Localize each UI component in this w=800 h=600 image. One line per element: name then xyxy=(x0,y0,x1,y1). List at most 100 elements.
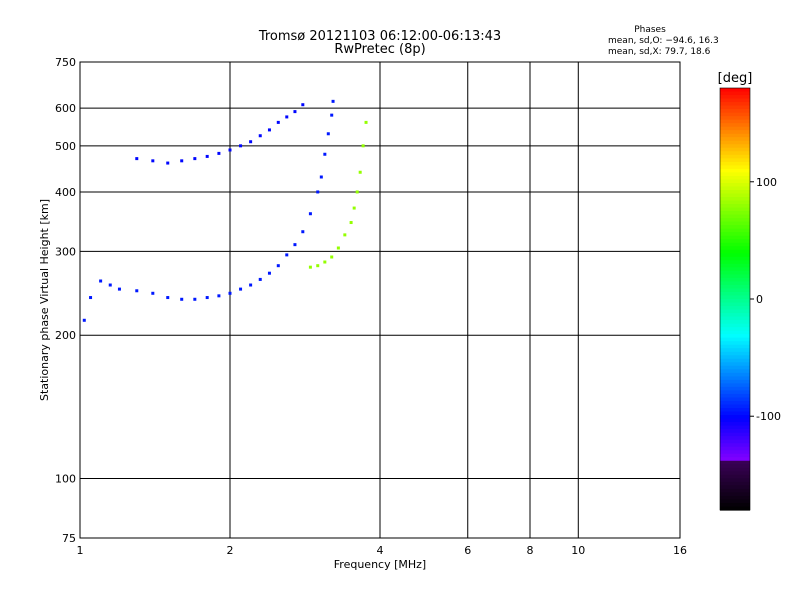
colorbar-segment xyxy=(720,316,750,321)
colorbar-segment xyxy=(720,429,750,434)
colorbar-segment xyxy=(720,267,750,272)
y-tick-label: 600 xyxy=(55,102,76,115)
y-tick-label: 400 xyxy=(55,186,76,199)
colorbar-segment xyxy=(720,140,750,145)
colorbar-segment xyxy=(720,277,750,283)
data-point xyxy=(331,99,335,103)
colorbar-segment xyxy=(720,172,750,177)
data-point xyxy=(323,152,327,156)
colorbar-segment xyxy=(720,182,750,188)
data-point xyxy=(326,132,330,136)
data-point xyxy=(323,260,327,264)
colorbar-segment xyxy=(720,270,750,275)
data-point xyxy=(276,120,280,124)
data-point xyxy=(239,287,243,291)
colorbar-segment xyxy=(720,337,750,342)
colorbar-label: [deg] xyxy=(718,71,753,86)
colorbar-segment xyxy=(720,302,750,307)
data-point xyxy=(319,175,323,179)
colorbar-segment xyxy=(720,323,750,328)
data-point xyxy=(89,296,93,300)
data-point xyxy=(285,253,289,257)
data-points xyxy=(82,99,368,322)
data-point xyxy=(166,161,170,165)
colorbar-segment xyxy=(720,165,750,170)
data-point xyxy=(205,296,209,300)
colorbar-segment xyxy=(720,415,750,420)
colorbar-segment xyxy=(720,450,750,455)
colorbar-segment xyxy=(720,306,750,311)
colorbar-segment xyxy=(720,418,750,423)
colorbar-segment xyxy=(720,175,750,181)
colorbar-segment xyxy=(720,288,750,293)
x-tick-label: 1 xyxy=(77,544,84,557)
colorbar-segment xyxy=(720,214,750,219)
colorbar-segment xyxy=(720,137,750,142)
colorbar-segment xyxy=(720,351,750,356)
x-axis-label: Frequency [MHz] xyxy=(334,558,426,571)
colorbar-segment xyxy=(720,404,750,409)
colorbar-segment xyxy=(720,499,750,504)
colorbar-tick-label: 0 xyxy=(756,293,763,306)
data-point xyxy=(352,206,356,210)
colorbar-segment xyxy=(720,344,750,349)
grid xyxy=(80,62,680,538)
colorbar-segment xyxy=(720,147,750,152)
y-axis-label: Stationary phase Virtual Height [km] xyxy=(38,199,51,401)
x-tick-label: 8 xyxy=(527,544,534,557)
data-point xyxy=(151,291,155,295)
colorbar-segment xyxy=(720,422,750,427)
x-tick-label: 16 xyxy=(673,544,687,557)
data-point xyxy=(82,318,86,322)
data-point xyxy=(239,144,243,148)
colorbar-segment xyxy=(720,249,750,254)
colorbar-tick-label: -100 xyxy=(756,410,781,423)
colorbar-segment xyxy=(720,281,750,286)
axes: 1 2 4 6 8 10 16 75 100 200 300 400 500 600 750 xyxy=(55,56,687,557)
data-point xyxy=(249,140,253,144)
colorbar-segment xyxy=(720,253,750,258)
colorbar-segment xyxy=(720,492,750,497)
colorbar-segment xyxy=(720,263,750,268)
colorbar-segment xyxy=(720,242,750,247)
x-tick-label: 10 xyxy=(571,544,585,557)
colorbar-segment xyxy=(720,488,750,494)
colorbar-segment xyxy=(720,260,750,265)
colorbar-segment xyxy=(720,197,750,202)
colorbar-segment xyxy=(720,291,750,297)
data-point xyxy=(228,148,232,152)
chart-title: Tromsø 20121103 06:12:00-06:13:43 xyxy=(258,29,501,44)
data-point xyxy=(180,297,184,301)
y-tick-label: 750 xyxy=(55,56,76,69)
data-point xyxy=(205,154,209,158)
colorbar-segment xyxy=(720,98,750,103)
colorbar-segment xyxy=(720,299,750,304)
data-point xyxy=(330,255,334,259)
colorbar-segment xyxy=(720,88,750,93)
colorbar-segment xyxy=(720,362,750,367)
colorbar-segment xyxy=(720,204,750,209)
data-point xyxy=(308,212,312,216)
colorbar-segment xyxy=(720,211,750,216)
y-tick-label: 75 xyxy=(62,532,76,545)
colorbar-segment xyxy=(720,439,750,444)
phase-info-x: mean, sd,X: 79.7, 18.6 xyxy=(608,47,711,57)
colorbar-segment xyxy=(720,91,750,96)
colorbar-segment xyxy=(720,256,750,261)
colorbar-segment xyxy=(720,144,750,149)
colorbar-segment xyxy=(720,425,750,430)
colorbar-segment xyxy=(720,397,750,402)
data-point xyxy=(193,157,197,161)
data-point xyxy=(293,243,297,247)
colorbar-segment xyxy=(720,327,750,332)
colorbar-segment xyxy=(720,313,750,318)
colorbar-segment xyxy=(720,372,750,377)
y-tick-label: 300 xyxy=(55,245,76,258)
y-tick-label: 500 xyxy=(55,140,76,153)
data-point xyxy=(336,246,340,250)
colorbar-segment xyxy=(720,446,750,451)
colorbar-segment xyxy=(720,200,750,205)
colorbar-segment xyxy=(720,274,750,279)
colorbar-segment xyxy=(720,432,750,437)
